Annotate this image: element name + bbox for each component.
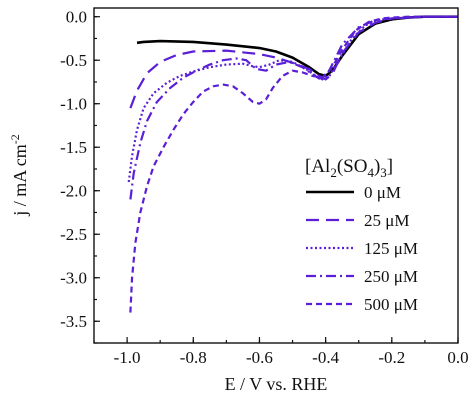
- x-tick-label: -0.2: [378, 348, 405, 367]
- y-tick-label: 0.0: [66, 8, 87, 27]
- plot-frame: [93, 7, 459, 344]
- legend-label: 0 μM: [364, 183, 401, 202]
- series-line-4: [129, 15, 458, 313]
- series-line-3: [129, 15, 458, 200]
- y-axis-title-superscript: -2: [8, 134, 22, 144]
- x-tick-label: -0.8: [180, 348, 207, 367]
- series-line-2: [127, 15, 458, 183]
- legend-label: 125 μM: [364, 239, 418, 258]
- series-lines: [127, 15, 458, 313]
- x-tick-label: -1.0: [114, 348, 141, 367]
- y-tick-label: -2.0: [60, 182, 87, 201]
- y-axis-title-main: j / mA cm: [10, 144, 30, 217]
- series-line-1: [129, 15, 458, 109]
- y-tick-label: -2.5: [60, 225, 87, 244]
- legend-label: 250 μM: [364, 267, 418, 286]
- y-tick-label: -0.5: [60, 51, 87, 70]
- x-tick-label: -0.6: [246, 348, 273, 367]
- axis-ticks: -1.0 -0.8 -0.6 -0.4 -0.2 0.0 0.0 -0.5 -1.0 -1.5 -2…: [60, 8, 469, 367]
- y-axis-title: j / mA cm-2: [8, 134, 30, 217]
- y-tick-label: -1.5: [60, 138, 87, 157]
- x-axis-title: E / V vs. RHE: [225, 374, 328, 394]
- legend-label: 500 μM: [364, 295, 418, 314]
- legend-items: 0 μM 25 μM 125 μM 250 μM 500 μM: [306, 183, 418, 314]
- x-tick-label: -0.4: [312, 348, 339, 367]
- y-tick-label: -3.5: [60, 312, 87, 331]
- y-tick-label: -1.0: [60, 95, 87, 114]
- y-tick-label: -3.0: [60, 269, 87, 288]
- legend-label: 25 μM: [364, 211, 409, 230]
- x-tick-label: 0.0: [447, 348, 468, 367]
- legend: [Al2(SO4)3] 0 μM 25 μM 125 μM 250 μM 500 μM: [305, 156, 418, 314]
- series-line-0: [136, 15, 458, 78]
- y-axis-title-group: j / mA cm-2: [8, 134, 30, 217]
- legend-title: [Al2(SO4)3]: [305, 156, 393, 180]
